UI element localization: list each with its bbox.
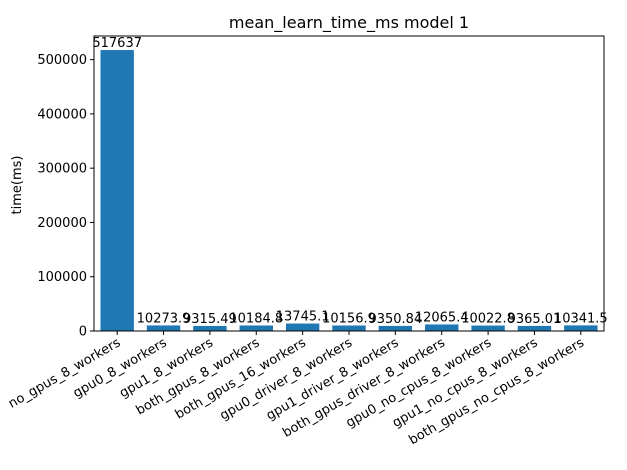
y-tick-label: 100000 [37,270,87,285]
bar-value-label: 10341.5 [554,311,608,326]
y-tick-label: 500000 [37,53,87,68]
bar [100,50,134,332]
bar [425,324,459,331]
bar-value-label: 10184.8 [229,311,283,326]
bar-value-label: 13745.1 [276,310,330,325]
y-axis-ticks: 0 100000 200000 300000 400000 500000 [37,53,94,340]
bar [378,325,413,331]
bar [193,325,227,331]
data-labels-group: 517637 10273.99315.4910184.813745.110156.… [92,36,607,327]
bar [239,325,273,331]
y-axis-title: time(ms) [10,156,25,215]
y-tick-label: 200000 [37,216,87,231]
bar-value-label: 9315.49 [183,312,237,327]
y-tick-label: 400000 [37,107,87,122]
bar [332,325,366,331]
plot-border [93,35,605,332]
bar-value-label: 10156.9 [322,311,376,326]
bar-value-label: 517637 [92,36,142,51]
bars-group [100,50,598,332]
bar [517,325,552,331]
bar [285,323,320,331]
bar [471,325,505,331]
bar-value-label: 9350.84 [368,312,422,327]
x-axis-ticks: no_gpus_8_workersgpu0_8_workersgpu1_8_wo… [6,331,587,448]
bar-value-label: 12065.4 [415,310,469,325]
chart-title: mean_learn_time_ms model 1 [229,13,469,33]
bar-value-label: 9365.01 [508,312,562,327]
bar [146,325,181,331]
plot-frame [93,35,605,332]
bar-value-label: 10273.9 [137,311,191,326]
bar-value-label: 10022.8 [461,312,515,327]
y-tick-label: 300000 [37,162,87,177]
y-tick-label: 0 [79,325,87,340]
bar [564,325,598,331]
